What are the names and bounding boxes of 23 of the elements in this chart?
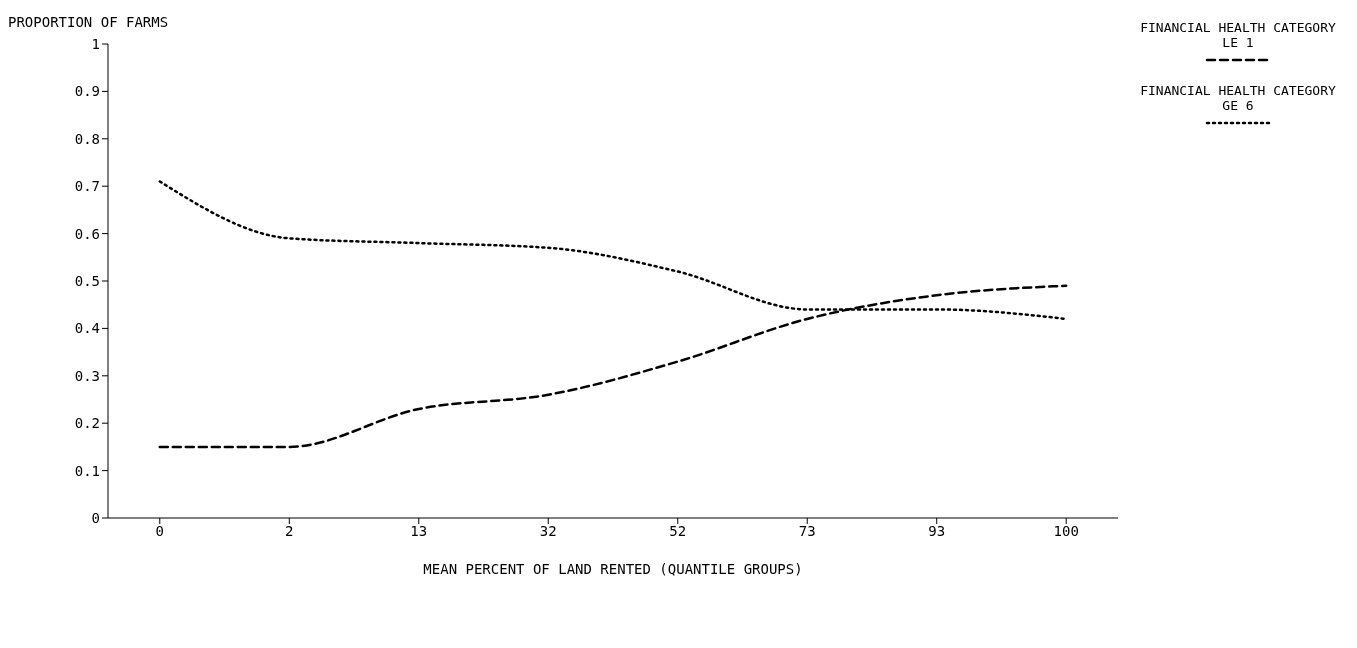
y-tick-label: 0.3 (74, 367, 100, 384)
y-axis-title: PROPORTION OF FARMS (8, 14, 169, 30)
y-tick-label: 0 (91, 509, 100, 526)
x-tick-label: 52 (669, 522, 687, 539)
x-tick-label: 73 (798, 522, 816, 539)
x-tick-label: 0 (155, 522, 165, 539)
y-tick-label: 0.1 (74, 462, 100, 479)
x-tick-label: 100 (1053, 522, 1079, 539)
y-tick-label: 0.2 (74, 415, 100, 432)
text: FINANCIAL HEALTH CATEGORY LE 1 (1139, 20, 1337, 50)
x-tick-label: 2 (285, 522, 294, 539)
y-tick-label: 0.8 (74, 130, 100, 147)
x-tick-label: 13 (410, 522, 428, 539)
y-tick-label: 0.4 (74, 320, 100, 337)
y-tick-label: 0.9 (74, 83, 100, 100)
x-tick-label: 32 (539, 522, 557, 539)
y-tick-label: 0.7 (74, 178, 100, 195)
y-tick-label: 0.6 (74, 225, 100, 242)
x-tick-label: 93 (928, 522, 946, 539)
y-tick-label: 1 (91, 35, 100, 52)
x-axis-title: MEAN PERCENT OF LAND RENTED (QUANTILE GROUPS) (423, 561, 803, 577)
text: FINANCIAL HEALTH CATEGORY GE 6 (1139, 83, 1337, 113)
y-tick-label: 0.5 (74, 272, 100, 289)
